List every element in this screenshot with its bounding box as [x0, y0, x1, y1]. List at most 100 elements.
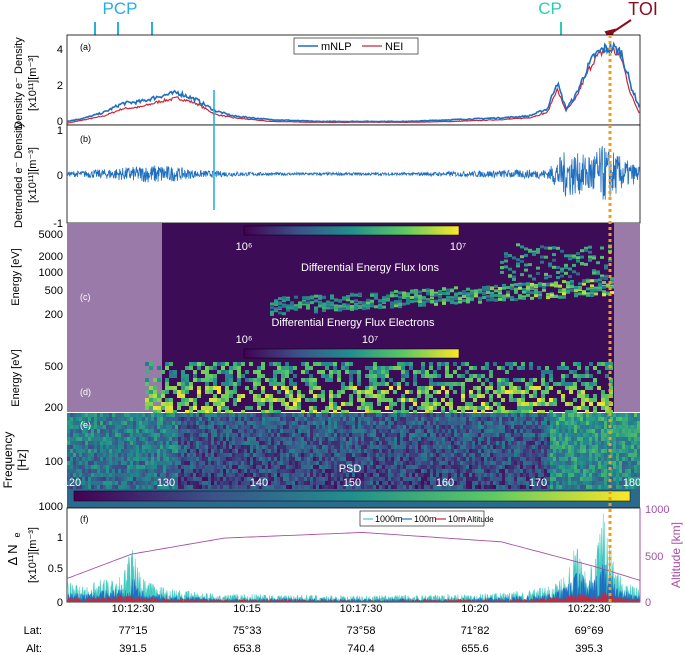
spectrogram-cell: [553, 461, 556, 465]
spectrogram-cell: [289, 417, 292, 421]
spectrogram-cell: [256, 433, 259, 437]
spectrogram-cell: [145, 433, 148, 437]
spectrogram-cell: [352, 481, 355, 485]
spectrogram-cell: [235, 433, 238, 437]
spectrogram-cell: [274, 461, 277, 465]
spectrogram-cell: [373, 433, 376, 437]
spectrogram-cell: [361, 441, 364, 445]
spectrogram-cell: [588, 250, 592, 254]
spectrogram-cell: [165, 398, 169, 402]
spectrogram-cell: [415, 481, 418, 485]
spectrogram-cell: [301, 453, 304, 457]
spectrogram-cell: [196, 449, 199, 453]
spectrogram-cell: [592, 441, 595, 445]
spectrogram-cell: [490, 294, 494, 297]
spectrogram-cell: [504, 259, 508, 263]
spectrogram-cell: [262, 453, 265, 457]
spectrogram-cell: [313, 481, 316, 485]
spectrogram-cell: [425, 398, 429, 402]
spectrogram-cell: [365, 386, 369, 390]
spectrogram-cell: [418, 461, 421, 465]
spectrogram-cell: [229, 390, 233, 394]
spectrogram-cell: [374, 294, 378, 298]
spectrogram-cell: [574, 449, 577, 453]
spectrogram-cell: [605, 374, 609, 378]
spectrogram-cell: [505, 390, 509, 394]
spectrogram-cell: [273, 378, 277, 382]
spectrogram-cell: [196, 453, 199, 457]
spectrogram-cell: [172, 445, 175, 449]
spectrogram-cell: [472, 473, 475, 477]
spectrogram-cell: [97, 429, 100, 433]
spectrogram-cell: [346, 461, 349, 465]
spectrogram-cell: [268, 425, 271, 429]
spectrogram-cell: [238, 437, 241, 441]
spectrogram-cell: [247, 453, 250, 457]
spectrogram-cell: [376, 437, 379, 441]
spectrogram-cell: [589, 402, 593, 406]
spectrogram-cell: [341, 410, 345, 414]
spectrogram-cell: [418, 425, 421, 429]
spectrogram-cell: [301, 441, 304, 445]
spectrogram-cell: [490, 298, 494, 302]
spectrogram-cell: [398, 303, 402, 306]
spectrogram-cell: [403, 457, 406, 461]
spectrogram-cell: [610, 469, 613, 473]
spectrogram-cell: [270, 312, 274, 316]
spectrogram-cell: [457, 429, 460, 433]
spectrogram-cell: [421, 465, 424, 469]
spectrogram-cell: [547, 461, 550, 465]
spectrogram-cell: [181, 378, 185, 382]
spectrogram-cell: [588, 245, 592, 249]
spectrogram-cell: [421, 370, 425, 374]
spectrogram-cell: [532, 457, 535, 461]
spectrogram-cell: [544, 473, 547, 477]
spectrogram-cell: [153, 406, 157, 410]
spectrogram-cell: [326, 304, 330, 308]
spectrogram-cell: [253, 473, 256, 477]
spectrogram-cell: [397, 382, 401, 386]
spectrogram-cell: [406, 449, 409, 453]
spectrogram-cell: [262, 485, 265, 489]
spectrogram-cell: [250, 465, 253, 469]
spectrogram-cell: [403, 469, 406, 473]
spectrogram-cell: [199, 437, 202, 441]
spectrogram-cell: [322, 445, 325, 449]
spectrogram-cell: [556, 276, 560, 279]
spectrogram-cell: [238, 453, 241, 457]
spectrogram-cell: [460, 469, 463, 473]
spectrogram-cell: [73, 473, 76, 477]
spectrogram-cell: [151, 485, 154, 489]
spectrogram-cell: [172, 469, 175, 473]
spectrogram-cell: [265, 461, 268, 465]
spectrogram-cell: [607, 469, 610, 473]
spectrogram-cell: [568, 413, 571, 417]
spectrogram-cell: [346, 477, 349, 481]
spectrogram-cell: [469, 429, 472, 433]
spectrogram-cell: [490, 296, 494, 300]
spectrogram-cell: [331, 425, 334, 429]
spectrogram-cell: [397, 473, 400, 477]
spectrogram-cell: [598, 284, 602, 288]
spectrogram-cell: [485, 362, 489, 366]
spectrogram-cell: [475, 413, 478, 417]
spectrogram-cell: [88, 429, 91, 433]
spectrogram-cell: [136, 417, 139, 421]
spectrogram-cell: [469, 402, 473, 406]
spectrogram-cell: [489, 370, 493, 374]
spectrogram-cell: [271, 457, 274, 461]
spectrogram-cell: [175, 449, 178, 453]
spectrogram-cell: [115, 429, 118, 433]
spectrogram-cell: [517, 449, 520, 453]
spectrogram-cell: [109, 425, 112, 429]
spectrogram-cell: [571, 449, 574, 453]
spectrogram-cell: [553, 469, 556, 473]
spectrogram-cell: [505, 378, 509, 382]
spectrogram-cell: [403, 465, 406, 469]
spectrogram-cell: [554, 281, 558, 285]
spectrogram-cell: [442, 417, 445, 421]
spectrogram-cell: [277, 413, 280, 417]
spectrogram-cell: [601, 441, 604, 445]
spectrogram-cell: [313, 386, 317, 390]
spectrogram-cell: [112, 445, 115, 449]
